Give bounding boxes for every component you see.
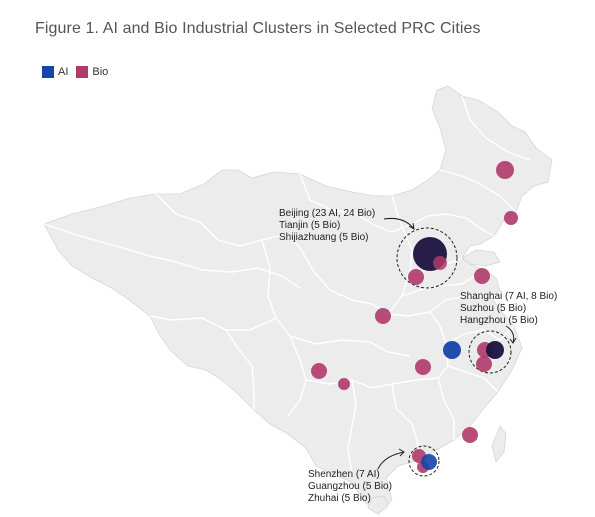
cluster-rings xyxy=(396,227,512,477)
city-bubble-wuhan xyxy=(415,359,431,375)
shenzhen-cluster-ring xyxy=(408,445,440,477)
city-bubble-xiamen xyxy=(462,427,478,443)
beijing-label-line-2: Tianjin (5 Bio) xyxy=(279,220,341,231)
beijing-label-line-1: Beijing (23 AI, 24 Bio) xyxy=(279,208,376,219)
shanghai-annotation: Shanghai (7 AI, 8 Bio) Suzhou (5 Bio) Ha… xyxy=(460,291,557,327)
city-bubble-northeast-2 xyxy=(504,211,518,225)
beijing-arrowhead xyxy=(408,222,415,230)
legend-label-ai: AI xyxy=(58,66,69,78)
shandong-peninsula xyxy=(461,249,501,267)
legend-item-bio: Bio xyxy=(76,66,108,78)
city-bubble-xian xyxy=(375,308,391,324)
shanghai-label-line-2: Suzhou (5 Bio) xyxy=(460,303,527,314)
beijing-annotation: Beijing (23 AI, 24 Bio) Tianjin (5 Bio) … xyxy=(279,208,375,244)
city-bubble-chengdu xyxy=(311,363,327,379)
shanghai-label-line-3: Hangzhou (5 Bio) xyxy=(460,315,538,326)
city-bubble-hefei xyxy=(443,341,461,359)
hainan-landmass xyxy=(367,495,389,515)
shenzhen-label-line-2: Guangzhou (5 Bio) xyxy=(308,481,392,492)
city-bubbles xyxy=(311,161,518,473)
beijing-arrow xyxy=(383,218,415,230)
shenzhen-arrow xyxy=(377,451,405,470)
legend-swatch-ai xyxy=(42,66,54,78)
shanghai-arrow xyxy=(505,325,515,344)
shenzhen-annotation: Shenzhen (7 AI) Guangzhou (5 Bio) Zhuhai… xyxy=(308,469,392,505)
shenzhen-arrowhead xyxy=(398,448,405,457)
figure-title: Figure 1. AI and Bio Industrial Clusters… xyxy=(35,20,481,37)
city-bubble-dalian xyxy=(474,268,490,284)
city-bubble-shijiazhuang xyxy=(408,269,424,285)
legend-label-bio: Bio xyxy=(92,66,109,78)
legend-item-ai: AI xyxy=(42,66,68,78)
shenzhen-label-line-1: Shenzhen (7 AI) xyxy=(308,469,380,480)
shanghai-arrowhead xyxy=(509,337,517,344)
city-bubble-hangzhou xyxy=(476,356,492,372)
legend-swatch-bio xyxy=(76,66,89,78)
shanghai-label-line-1: Shanghai (7 AI, 8 Bio) xyxy=(460,291,558,302)
taiwan-landmass xyxy=(491,425,507,463)
annotation-arrows xyxy=(377,218,517,470)
city-bubble-chongqing xyxy=(338,378,350,390)
city-bubble-shanghai xyxy=(486,341,504,359)
legend: AI Bio xyxy=(42,66,116,78)
beijing-label-line-3: Shijiazhuang (5 Bio) xyxy=(279,232,369,243)
shanghai-cluster-ring xyxy=(468,330,512,374)
shenzhen-label-line-3: Zhuhai (5 Bio) xyxy=(308,493,371,504)
china-landmass xyxy=(43,85,553,513)
city-bubble-northeast-1 xyxy=(496,161,514,179)
city-bubble-shenzhen xyxy=(421,454,437,470)
city-bubble-tianjin xyxy=(433,256,447,270)
beijing-cluster-ring xyxy=(396,227,458,289)
